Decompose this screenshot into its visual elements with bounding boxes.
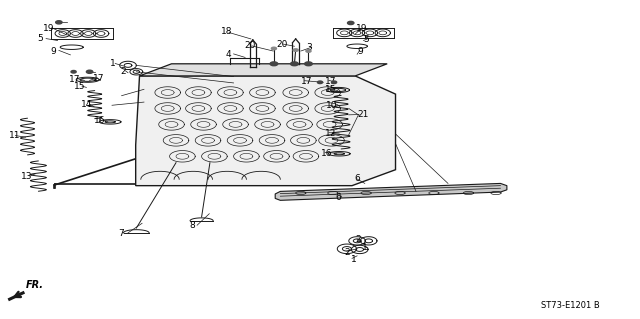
Polygon shape [140,64,387,76]
Text: 1: 1 [110,59,116,68]
Text: 10: 10 [326,101,338,110]
Text: 17: 17 [93,74,104,83]
Text: 6: 6 [355,174,360,182]
Text: 1: 1 [351,255,356,264]
Circle shape [306,50,311,52]
Text: 3: 3 [306,43,312,52]
Text: 9: 9 [357,47,363,56]
Text: 4: 4 [225,50,231,59]
Text: 16: 16 [321,149,333,158]
Text: 2: 2 [120,67,126,76]
Text: 17: 17 [325,77,337,85]
Text: 6: 6 [335,193,341,202]
Text: 14: 14 [81,100,92,109]
Text: 20: 20 [276,40,288,48]
Text: 5: 5 [37,34,43,43]
Circle shape [291,62,298,66]
Text: 17: 17 [301,77,312,85]
Text: 9: 9 [51,47,56,56]
Polygon shape [275,183,507,200]
Circle shape [317,81,323,84]
Polygon shape [136,76,396,186]
Circle shape [305,62,312,66]
Text: 7: 7 [118,229,124,238]
Text: 18: 18 [221,27,232,36]
Text: 5: 5 [364,35,369,44]
Circle shape [71,70,76,73]
Text: 17: 17 [68,75,80,84]
Circle shape [56,21,62,24]
Circle shape [348,21,354,25]
Text: 13: 13 [20,172,32,181]
Circle shape [86,70,93,73]
Text: 20: 20 [244,41,256,50]
Text: 21: 21 [357,110,369,119]
Text: 1: 1 [362,243,368,252]
Circle shape [270,62,278,66]
Text: 19: 19 [356,24,367,33]
Text: 19: 19 [43,24,54,33]
Text: 11: 11 [9,131,20,140]
Text: 12: 12 [325,129,337,138]
Text: 2: 2 [356,235,362,244]
Text: 16: 16 [94,116,106,125]
Circle shape [271,47,276,50]
Text: ST73-E1201 B: ST73-E1201 B [541,301,600,310]
Text: 15: 15 [325,85,337,94]
Text: 2: 2 [344,248,350,256]
Circle shape [332,81,337,84]
Text: 15: 15 [74,82,85,91]
Text: 8: 8 [189,221,195,230]
Text: FR.: FR. [26,280,44,290]
Circle shape [293,49,298,51]
